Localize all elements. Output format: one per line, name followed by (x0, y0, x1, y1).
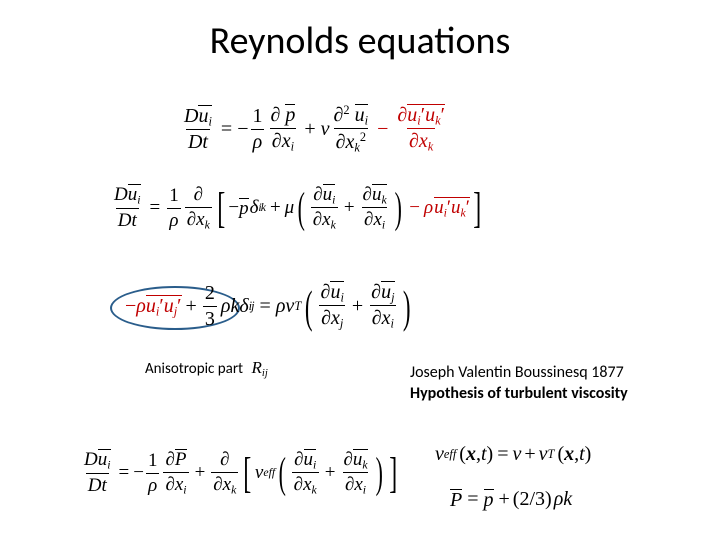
boussinesq-citation: Joseph Valentin Boussinesq 1877 Hypothes… (410, 363, 628, 405)
equation-5-effective-viscosity: νeff (x,t) = ν + νT (x,t) (435, 443, 591, 466)
equation-4-rans-with-eff-viscosity: Dui Dt = − 1 ρ ∂P ∂xi + ∂ ∂xk [ νeff ( ∂… (80, 448, 401, 498)
anisotropic-part-label: Anisotropic part Rij (145, 358, 268, 379)
equation-3-boussinesq-hypothesis: − ρ ui′uj′ + 2 3 ρ k δij = ρ νT ( ∂ui ∂x… (125, 280, 414, 333)
equation-2-divergence-form: Dui Dt = 1 ρ ∂ ∂xk [ − p δik + μ ( ∂ui ∂… (110, 183, 484, 233)
slide-title: Reynolds equations (0, 18, 720, 64)
equation-1-reynolds-averaged-ns: Dui Dt = − 1 ρ ∂ p ∂xi + ν ∂2 ui ∂xk2 − … (180, 103, 449, 155)
equation-6-modified-pressure: P = p + (2/3) ρ k (450, 488, 572, 512)
